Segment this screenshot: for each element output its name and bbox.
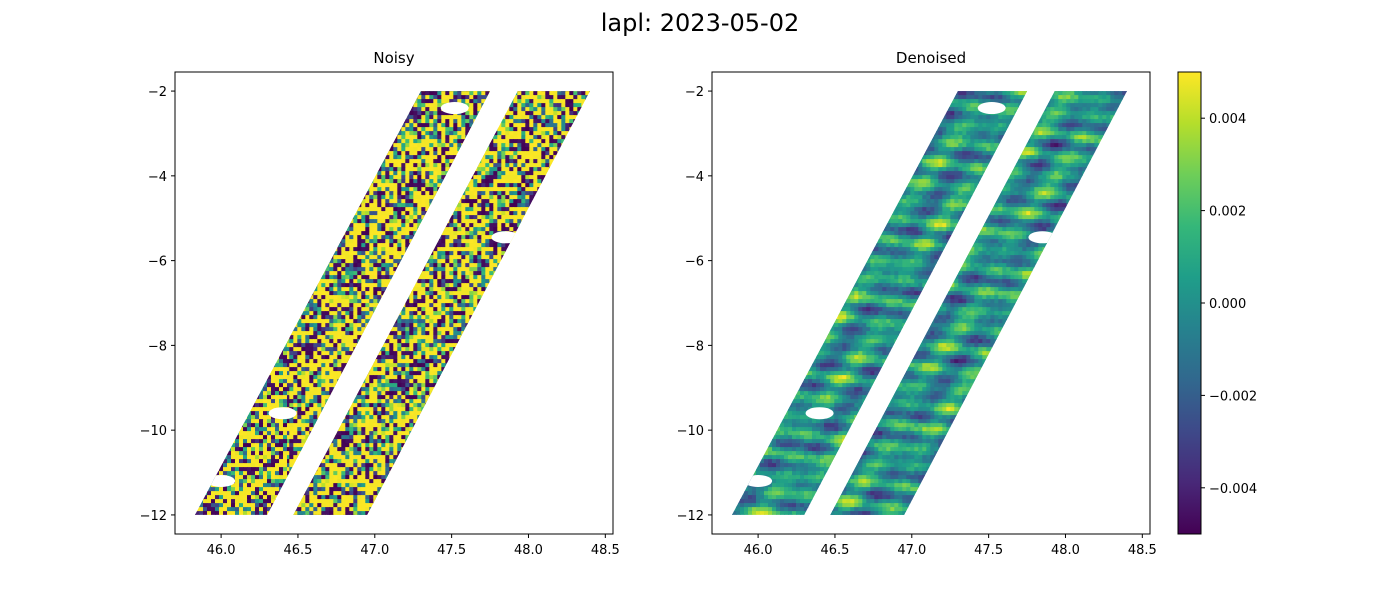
- panel-title: Denoised: [896, 49, 966, 67]
- x-tick-label: 46.0: [744, 543, 773, 558]
- y-tick-label: −6: [148, 255, 167, 270]
- y-tick-label: −4: [685, 170, 704, 185]
- figure-title: lapl: 2023-05-02: [601, 9, 799, 37]
- colorbar-tick-label: −0.002: [1209, 389, 1257, 404]
- x-tick-label: 47.5: [437, 543, 466, 558]
- colorbar: 0.004 0.002 0.000 −0.002 −0.004: [1177, 71, 1257, 535]
- y-tick-label: −6: [685, 255, 704, 270]
- y-tick-label: −12: [677, 509, 704, 524]
- panel-title: Noisy: [373, 49, 414, 67]
- missing-data-gap: [207, 475, 236, 488]
- panel-denoised: Denoised 46.0 46.5 47.0 47.5 48.0 48.5 −2 −4 −6 −8…: [677, 49, 1157, 558]
- x-tick-label: 46.5: [820, 543, 849, 558]
- x-tick-label: 48.0: [514, 543, 543, 558]
- x-tick-label: 48.5: [591, 543, 620, 558]
- missing-data-gap: [805, 407, 834, 420]
- missing-data-gap: [440, 102, 469, 115]
- panel-noisy: Noisy 46.0 46.5 47.0 47.5 48.0 48.5 −2 −4 −6 −8 −10…: [140, 49, 620, 558]
- y-tick-label: −10: [677, 424, 704, 439]
- missing-data-gap: [744, 475, 773, 488]
- missing-data-gap: [1028, 231, 1057, 244]
- colorbar-tick-label: −0.004: [1209, 482, 1257, 497]
- x-tick-label: 46.5: [283, 543, 312, 558]
- axes-frame: [711, 71, 1151, 535]
- y-tick-label: −8: [685, 339, 704, 354]
- y-tick-label: −4: [148, 170, 167, 185]
- y-tick-label: −2: [685, 85, 704, 100]
- colorbar-tick-label: 0.002: [1209, 205, 1246, 220]
- y-tick-label: −12: [140, 509, 167, 524]
- swath-data: [731, 91, 1127, 515]
- y-tick-label: −2: [148, 85, 167, 100]
- colorbar-gradient: [1177, 71, 1202, 535]
- colorbar-tick-label: 0.000: [1209, 297, 1246, 312]
- x-tick-label: 47.0: [897, 543, 926, 558]
- missing-data-gap: [268, 407, 297, 420]
- x-tick-label: 47.5: [974, 543, 1003, 558]
- axes-frame: [174, 71, 614, 535]
- x-tick-label: 48.5: [1128, 543, 1157, 558]
- y-tick-label: −10: [140, 424, 167, 439]
- colorbar-tick-label: 0.004: [1209, 112, 1246, 127]
- x-tick-label: 48.0: [1051, 543, 1080, 558]
- missing-data-gap: [977, 102, 1006, 115]
- y-tick-label: −8: [148, 339, 167, 354]
- x-tick-label: 47.0: [360, 543, 389, 558]
- missing-data-gap: [491, 231, 520, 244]
- x-tick-label: 46.0: [207, 543, 236, 558]
- swath-data: [194, 91, 590, 515]
